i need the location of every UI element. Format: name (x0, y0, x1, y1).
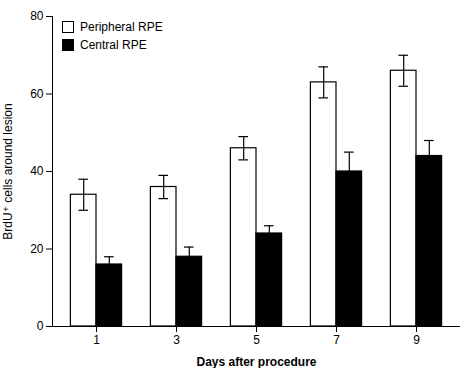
svg-text:0: 0 (37, 319, 44, 333)
svg-text:BrdU⁺ cells around lesion: BrdU⁺ cells around lesion (1, 103, 15, 239)
svg-text:3: 3 (173, 333, 180, 347)
svg-text:80: 80 (30, 9, 44, 23)
svg-text:9: 9 (413, 333, 420, 347)
html-text:Central RPE: Central RPE (80, 38, 147, 52)
svg-text:20: 20 (30, 242, 44, 256)
svg-text:40: 40 (30, 164, 44, 178)
svg-text:Days after procedure: Days after procedure (196, 355, 316, 368)
svg-text:60: 60 (30, 87, 44, 101)
html-text:Peripheral RPE: Peripheral RPE (80, 20, 163, 34)
svg-text:1: 1 (93, 333, 100, 347)
svg-text:7: 7 (333, 333, 340, 347)
svg-text:5: 5 (253, 333, 260, 347)
